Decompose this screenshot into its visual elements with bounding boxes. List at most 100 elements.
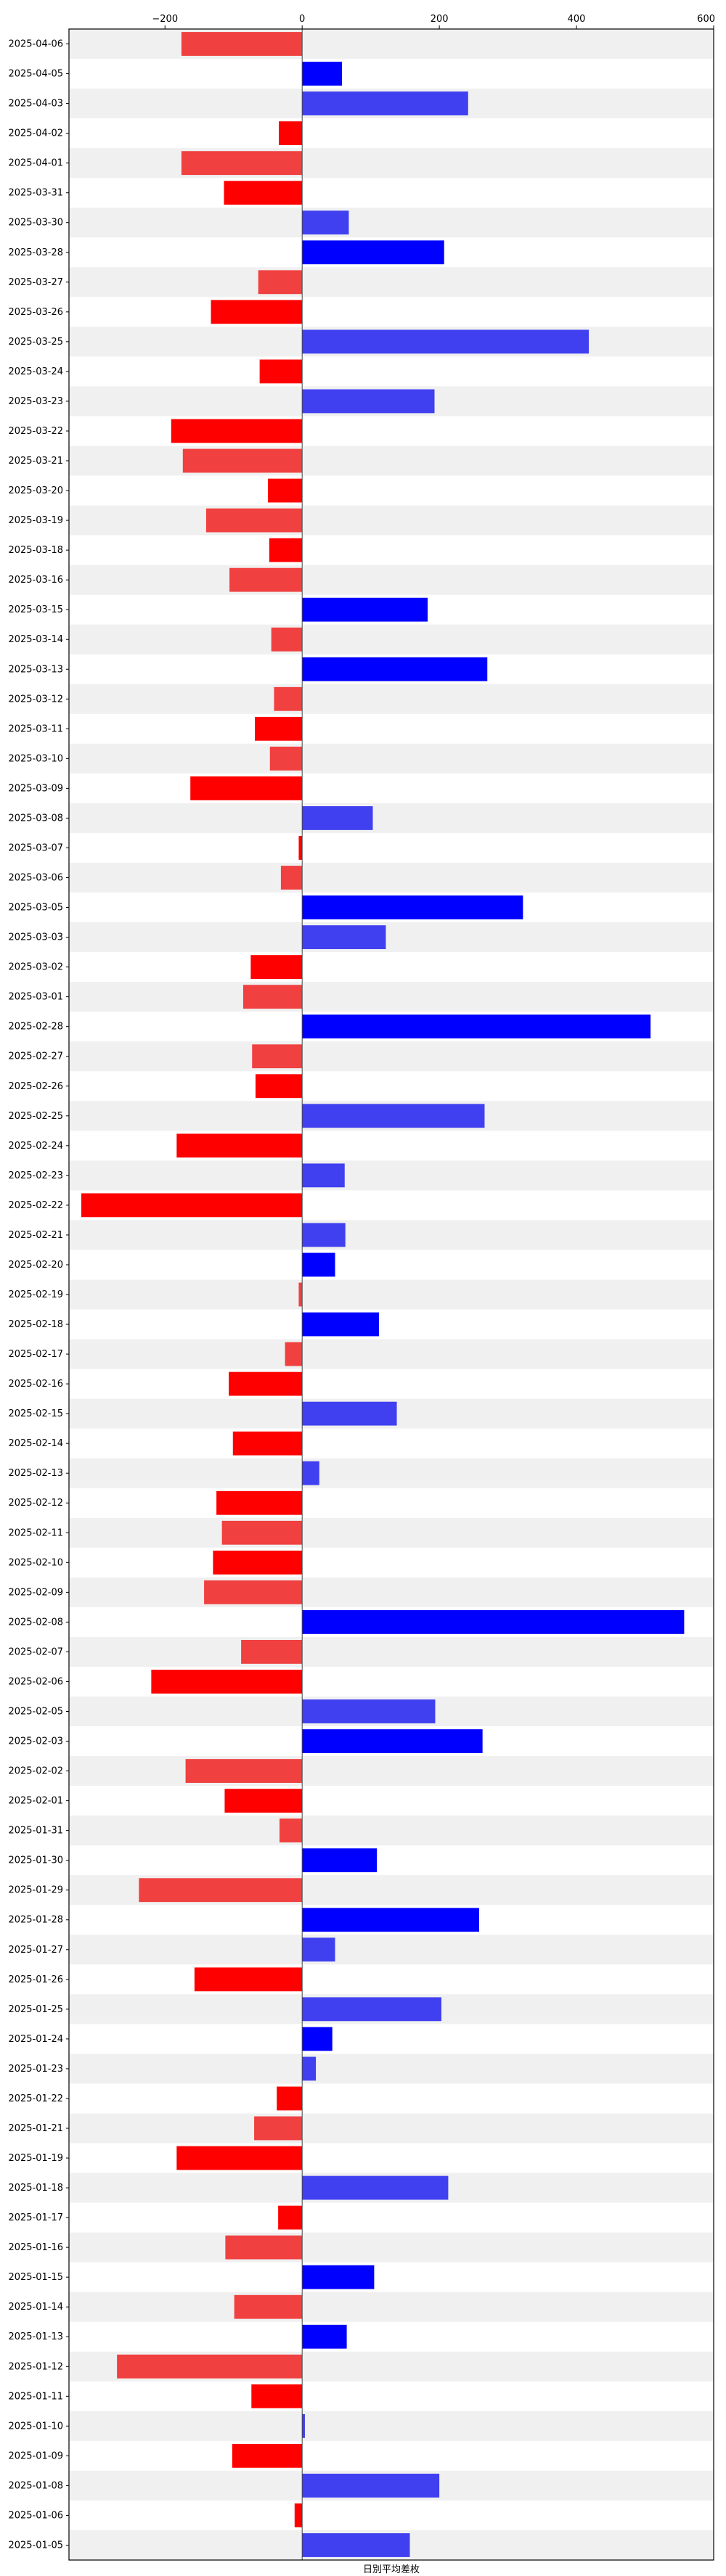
bar-2025-01-16 <box>225 2235 303 2260</box>
row-stripe <box>69 1756 714 1787</box>
bar-2025-01-26 <box>194 1967 303 1992</box>
bar-2025-02-09 <box>204 1580 303 1604</box>
bar-2025-03-01 <box>242 985 303 1009</box>
y-tick-label: 2025-03-01 <box>8 992 63 1003</box>
y-tick-label: 2025-03-08 <box>8 813 63 824</box>
y-tick-label: 2025-01-18 <box>8 2183 63 2194</box>
bar-2025-02-13 <box>302 1461 319 1485</box>
bar-2025-03-26 <box>211 300 303 324</box>
y-tick-label: 2025-02-03 <box>8 1736 63 1747</box>
bar-2025-03-22 <box>171 419 303 443</box>
y-tick-label: 2025-01-12 <box>8 2361 63 2372</box>
bar-2025-01-09 <box>232 2443 303 2468</box>
row-stripe <box>69 684 714 714</box>
row-stripe <box>69 1517 714 1548</box>
bar-2025-02-11 <box>221 1520 303 1545</box>
row-stripe <box>69 624 714 655</box>
bar-2025-02-20 <box>302 1252 335 1277</box>
x-axis-title: 日別平均差枚 <box>363 2564 420 2575</box>
bar-2025-02-03 <box>302 1729 483 1753</box>
y-tick-label: 2025-03-20 <box>8 485 63 496</box>
y-tick-label: 2025-01-08 <box>8 2480 63 2491</box>
bar-2025-04-06 <box>181 32 303 56</box>
bar-2025-03-19 <box>205 508 303 533</box>
bar-2025-03-28 <box>302 240 444 265</box>
bar-2025-03-10 <box>269 746 303 771</box>
row-stripe <box>69 1458 714 1488</box>
y-tick-label: 2025-02-06 <box>8 1676 63 1687</box>
x-axis-ticks: −200 0 200 400 600 <box>152 14 715 29</box>
bar-2025-01-30 <box>302 1848 378 1873</box>
row-stripe <box>69 1339 714 1369</box>
bar-2025-01-22 <box>277 2086 303 2111</box>
y-tick-label: 2025-01-11 <box>8 2391 63 2402</box>
y-tick-label: 2025-03-12 <box>8 694 63 705</box>
y-tick-label: 2025-02-14 <box>8 1438 63 1449</box>
bar-2025-02-27 <box>252 1044 303 1069</box>
y-tick-label: 2025-03-06 <box>8 873 63 884</box>
row-stripe <box>69 1041 714 1072</box>
y-tick-label: 2025-03-14 <box>8 634 63 645</box>
bar-2025-03-16 <box>229 567 303 592</box>
row-stripe <box>69 743 714 774</box>
bar-2025-01-10 <box>302 2413 305 2438</box>
y-tick-label: 2025-03-26 <box>8 307 63 318</box>
y-tick-label: 2025-01-10 <box>8 2421 63 2432</box>
row-stripes <box>69 29 714 2560</box>
row-stripe <box>69 1577 714 1607</box>
y-tick-label: 2025-01-30 <box>8 1855 63 1866</box>
y-tick-label: 2025-03-13 <box>8 664 63 675</box>
y-tick-label: 2025-01-15 <box>8 2272 63 2283</box>
y-tick-label: 2025-01-27 <box>8 1945 63 1956</box>
y-tick-label: 2025-03-30 <box>8 218 63 229</box>
y-tick-label: 2025-03-10 <box>8 753 63 764</box>
row-stripe <box>69 1636 714 1667</box>
bar-2025-01-11 <box>251 2384 303 2408</box>
y-tick-label: 2025-03-31 <box>8 188 63 199</box>
bar-2025-03-02 <box>250 955 303 980</box>
bar-2025-03-25 <box>302 329 590 354</box>
y-tick-label: 2025-02-15 <box>8 1408 63 1419</box>
y-tick-label: 2025-01-25 <box>8 2004 63 2015</box>
row-stripe <box>69 148 714 179</box>
y-tick-label: 2025-02-02 <box>8 1766 63 1777</box>
y-tick-label: 2025-02-12 <box>8 1498 63 1509</box>
bar-2025-03-06 <box>280 866 303 890</box>
y-tick-label: 2025-03-25 <box>8 337 63 348</box>
bar-2025-01-13 <box>302 2324 347 2349</box>
bar-2025-02-15 <box>302 1401 397 1426</box>
y-tick-label: 2025-02-13 <box>8 1468 63 1479</box>
y-tick-label: 2025-01-22 <box>8 2093 63 2104</box>
bar-2025-01-14 <box>234 2294 303 2319</box>
bar-2025-04-01 <box>181 151 303 176</box>
bar-2025-03-13 <box>302 657 488 681</box>
row-stripe <box>69 29 714 60</box>
y-tick-label: 2025-03-11 <box>8 723 63 734</box>
bar-2025-03-12 <box>274 686 303 711</box>
bar-2025-02-24 <box>176 1133 303 1158</box>
row-stripe <box>69 1935 714 1965</box>
bar-2025-03-03 <box>302 925 386 949</box>
y-tick-label: 2025-02-05 <box>8 1706 63 1717</box>
bar-2025-02-28 <box>302 1014 651 1039</box>
bar-2025-02-14 <box>232 1431 303 1456</box>
bar-2025-03-14 <box>271 627 303 652</box>
bar-2025-01-19 <box>176 2146 303 2170</box>
y-tick-label: 2025-01-24 <box>8 2034 63 2045</box>
bar-2025-02-19 <box>298 1282 303 1307</box>
bar-2025-01-15 <box>302 2265 375 2289</box>
bar-2025-03-07 <box>298 836 303 860</box>
bar-2025-01-27 <box>302 1937 335 1962</box>
y-tick-label: 2025-01-17 <box>8 2212 63 2223</box>
row-stripe <box>69 922 714 953</box>
bar-2025-02-17 <box>285 1342 303 1366</box>
bar-2025-02-23 <box>302 1163 345 1188</box>
bar-2025-01-24 <box>302 2027 333 2051</box>
bar-2025-02-08 <box>302 1609 685 1634</box>
row-stripe <box>69 1160 714 1191</box>
bar-2025-01-06 <box>294 2503 303 2527</box>
row-stripe <box>69 1220 714 1250</box>
bar-2025-03-18 <box>269 538 303 562</box>
bar-2025-02-18 <box>302 1312 379 1337</box>
row-stripe <box>69 982 714 1012</box>
